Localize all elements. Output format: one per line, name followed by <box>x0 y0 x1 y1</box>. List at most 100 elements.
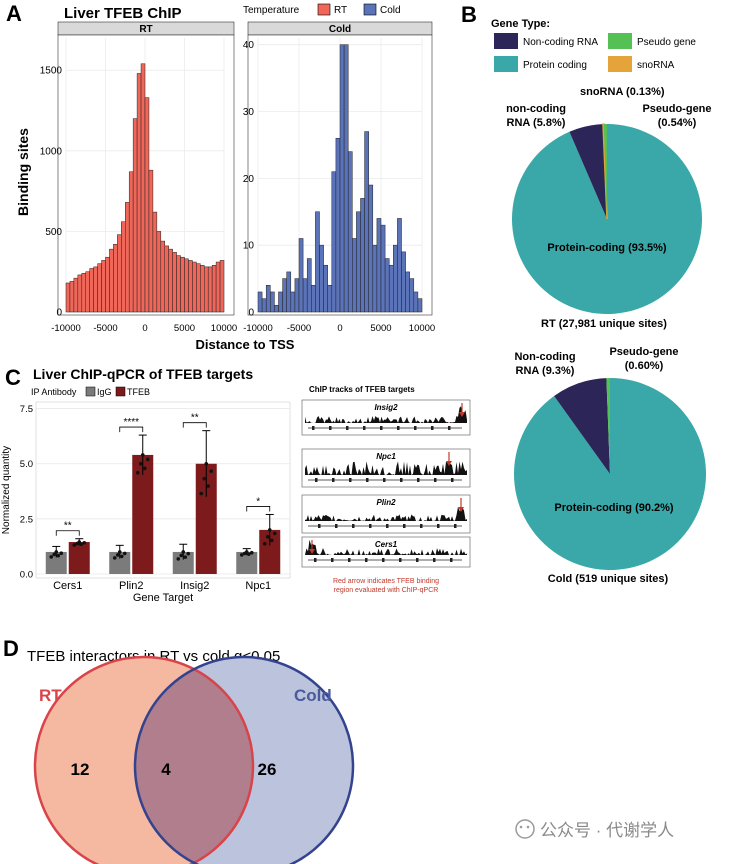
rt-histogram-bar <box>196 263 201 313</box>
legend-swatch-noncoding <box>494 33 518 49</box>
panel-a-title: Liver TFEB ChIP <box>64 5 182 22</box>
rt-histogram-bar <box>215 261 221 313</box>
wechat-icon <box>515 819 535 839</box>
legend-label-snorna: snoRNA <box>637 60 675 71</box>
cold-histogram-bar <box>327 285 333 313</box>
chip-track-exon <box>400 478 403 482</box>
rt-histogram-bar <box>219 260 225 313</box>
rt-pie-slice-pseudo-gene <box>603 124 607 219</box>
chip-track-exon <box>315 478 318 482</box>
red-arrow-icon-head <box>458 507 464 512</box>
qpcr-x-tick-label: Cers1 <box>53 580 82 592</box>
panel-c: C Liver ChIP-qPCR of TFEB targets IP Ant… <box>1 365 471 604</box>
qpcr-y-tick-label: 7.5 <box>20 404 33 415</box>
cold-histogram-bar <box>368 184 374 313</box>
cold-histogram-bar <box>384 258 390 313</box>
cold-histogram-y-tick-label: 20 <box>243 174 255 185</box>
cold-histogram-bar <box>360 198 365 313</box>
gene-type-legend-title: Gene Type: <box>491 18 550 30</box>
chip-track-exon <box>318 524 321 528</box>
cold-histogram-bar <box>265 285 271 313</box>
rt-histogram-bar <box>121 221 126 313</box>
qpcr-significance-bracket <box>119 426 144 433</box>
rt-pie-label-protein: Protein-coding (93.5%) <box>547 242 667 254</box>
qpcr-significance-bracket <box>182 422 207 428</box>
cold-pie-caption: Cold (519 unique sites) <box>548 573 669 585</box>
venn-overlap-region <box>135 657 253 864</box>
venn-count-rt-only: 12 <box>71 760 90 779</box>
watermark: 公众号 · 代谢学人 <box>515 819 674 840</box>
cold-histogram-bar <box>401 251 406 313</box>
chip-track-exon <box>454 524 457 528</box>
legend-swatch-pseudo <box>608 33 632 49</box>
qpcr-significance-bracket <box>55 530 80 536</box>
rt-histogram-bar <box>105 256 110 313</box>
chip-track-signal <box>305 461 467 475</box>
rt-histogram-bar <box>184 258 189 313</box>
rt-pie <box>512 123 703 314</box>
chip-tracks: Insig2 Npc1 Plin2 Cers1 <box>301 399 471 568</box>
rt-histogram-y-tick-label: 0 <box>56 308 62 319</box>
qpcr-data-point <box>179 553 184 558</box>
chip-track-exon <box>414 426 417 430</box>
rt-histogram-bar <box>211 265 217 313</box>
cold-histogram-x-tick-label: 0 <box>337 323 342 334</box>
qpcr-data-point <box>122 551 127 556</box>
venn-count-cold-only: 26 <box>258 760 277 779</box>
legend-label-tfeb: TFEB <box>127 387 150 397</box>
rt-histogram-y-tick-label: 1000 <box>40 146 63 157</box>
rt-histogram: 0 500 1000 1500 -10000 -5000 0 5000 10000 <box>40 38 237 334</box>
chip-track-exon <box>420 524 423 528</box>
qpcr-x-tick-label: Insig2 <box>180 580 209 592</box>
qpcr-y-tick-label: 2.5 <box>20 514 33 525</box>
cold-histogram-x-tick-label: 5000 <box>370 323 391 334</box>
ip-antibody-label: IP Antibody <box>31 387 77 397</box>
panel-a: A Liver TFEB ChIP Temperature RT Cold RT… <box>6 1 435 352</box>
x-axis-label-distance: Distance to TSS <box>196 337 295 352</box>
rt-histogram-bar <box>69 281 75 313</box>
cold-histogram-y-tick-label: 30 <box>243 107 255 118</box>
cold-histogram-bar <box>302 278 308 313</box>
qpcr-data-point <box>135 470 140 475</box>
chip-track-exon <box>346 426 349 430</box>
qpcr-x-tick-label: Plin2 <box>119 580 143 592</box>
legend-swatch-tfeb <box>115 386 126 397</box>
chip-track-exon <box>437 524 440 528</box>
legend-swatch-rt <box>317 3 331 16</box>
qpcr-data-point <box>199 491 204 496</box>
qpcr-data-point <box>176 557 181 561</box>
panel-a-letter: A <box>6 1 22 26</box>
cold-histogram-bar <box>405 271 410 313</box>
legend-label-cold: Cold <box>380 5 401 16</box>
rt-pie-slice-snorna <box>602 123 608 220</box>
qpcr-data-point <box>244 550 249 554</box>
qpcr-data-point <box>140 453 145 457</box>
chip-track-exon <box>386 524 389 528</box>
rt-histogram-bar <box>168 248 173 313</box>
venn-rt-outline <box>33 655 255 864</box>
cold-histogram-bar <box>261 298 267 313</box>
rt-histogram-bar <box>101 260 106 313</box>
qpcr-bar-tfeb <box>195 463 217 574</box>
wechat-icon-eye-right <box>526 825 530 829</box>
legend-label-igg: IgG <box>97 387 112 397</box>
red-arrow-icon-head <box>459 412 465 417</box>
cold-strip-label: Cold <box>329 24 351 35</box>
qpcr-bar-igg <box>236 551 258 574</box>
legend-swatch-igg <box>85 386 96 397</box>
cold-histogram-x-tick-label: -5000 <box>287 323 311 334</box>
chip-tracks-title: ChIP tracks of TFEB targets <box>309 385 415 394</box>
qpcr-data-point <box>267 528 272 532</box>
rt-histogram-bar <box>136 73 142 313</box>
qpcr-y-tick-label: 5.0 <box>20 459 33 470</box>
cold-pie-label-noncoding-line1: Non-coding <box>514 351 575 363</box>
temperature-legend-title: Temperature <box>243 5 300 16</box>
rt-histogram-bar <box>117 234 122 313</box>
qpcr-data-point <box>145 457 150 462</box>
qpcr-significance-stars: ** <box>64 521 72 532</box>
chip-track-exon <box>448 426 451 430</box>
chip-track-exon <box>363 426 366 430</box>
qpcr-significance-stars: ** <box>191 413 199 424</box>
cold-histogram: 0 10 20 30 40 -10000 -5000 0 5000 10000 <box>243 38 435 334</box>
qpcr-data-point <box>112 556 117 560</box>
